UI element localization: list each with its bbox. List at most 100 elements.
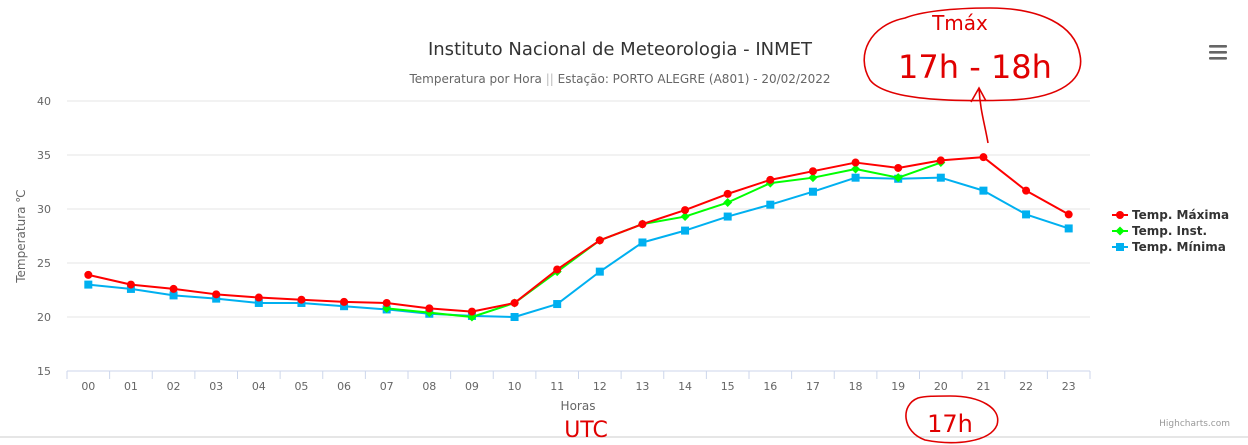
chart-title: Instituto Nacional de Meteorologia - INM… (428, 39, 813, 60)
data-point[interactable] (680, 212, 690, 222)
data-point[interactable] (723, 198, 733, 208)
data-point[interactable] (126, 284, 135, 293)
y-tick-label: 30 (37, 203, 51, 216)
data-point[interactable] (979, 153, 988, 162)
x-tick-label: 03 (209, 380, 223, 393)
legend-marker (1116, 211, 1124, 219)
data-point[interactable] (851, 158, 860, 167)
x-tick-label: 02 (167, 380, 181, 393)
x-tick-label: 20 (934, 380, 948, 393)
x-tick-label: 08 (422, 380, 436, 393)
x-tick-label: 01 (124, 380, 138, 393)
data-point[interactable] (723, 212, 732, 221)
data-point[interactable] (766, 175, 775, 184)
data-point[interactable] (553, 265, 562, 274)
data-point[interactable] (553, 300, 562, 309)
x-tick-label: 18 (849, 380, 863, 393)
data-point[interactable] (723, 189, 732, 198)
x-tick-label: 10 (508, 380, 522, 393)
data-point[interactable] (340, 302, 349, 311)
series-line (386, 161, 942, 318)
data-point[interactable] (297, 295, 306, 304)
data-point[interactable] (808, 187, 817, 196)
data-point[interactable] (894, 163, 903, 172)
data-point[interactable] (254, 293, 263, 302)
data-point[interactable] (936, 173, 945, 182)
tmax-circle (863, 7, 1082, 102)
data-point[interactable] (1064, 210, 1073, 219)
data-point[interactable] (851, 173, 860, 182)
x-tick-label: 06 (337, 380, 351, 393)
series-0 (84, 153, 1073, 316)
x-tick-label: 16 (763, 380, 777, 393)
series-line (88, 156, 1070, 313)
legend[interactable]: Temp. Máxima Temp. Inst. Temp. Mínima (1112, 208, 1229, 254)
subtitle-suffix: Estação: PORTO ALEGRE (A801) - 20/02/202… (554, 72, 831, 86)
data-point[interactable] (212, 290, 221, 299)
credits-link[interactable]: Highcharts.com (1159, 419, 1230, 429)
data-point[interactable] (681, 226, 690, 235)
data-point[interactable] (1064, 224, 1073, 233)
data-point[interactable] (126, 280, 135, 289)
data-point[interactable] (681, 206, 690, 215)
data-point[interactable] (1022, 186, 1031, 195)
data-point[interactable] (595, 236, 604, 245)
data-point[interactable] (638, 238, 647, 247)
data-point[interactable] (510, 298, 519, 307)
hamburger-icon[interactable] (1209, 45, 1227, 60)
data-point[interactable] (169, 291, 178, 300)
series-group (84, 153, 1073, 322)
x-tick-label: 07 (380, 380, 394, 393)
legend-item[interactable]: Temp. Máxima (1112, 208, 1229, 222)
x-tick-label: 05 (294, 380, 308, 393)
data-point[interactable] (254, 298, 263, 307)
data-point[interactable] (169, 284, 178, 293)
legend-marker (1116, 243, 1124, 251)
arrow-icon (970, 86, 989, 144)
data-point[interactable] (382, 298, 391, 307)
series-2 (84, 173, 1073, 321)
x-axis-title: Horas (561, 399, 596, 413)
data-point[interactable] (979, 186, 988, 195)
series-1 (382, 158, 946, 322)
data-point[interactable] (595, 267, 604, 276)
data-point[interactable] (1022, 210, 1031, 219)
data-point[interactable] (425, 304, 434, 313)
x-tick-label: 11 (550, 380, 564, 393)
y-tick-label: 25 (37, 257, 51, 270)
data-point[interactable] (212, 294, 221, 303)
data-point[interactable] (467, 307, 476, 316)
chart-subtitle: Temperatura por Hora || Estação: PORTO A… (408, 72, 830, 86)
x-tick-label: 19 (891, 380, 905, 393)
data-point[interactable] (893, 173, 903, 183)
hour-circle (905, 395, 999, 444)
data-point[interactable] (84, 280, 93, 289)
legend-label: Temp. Inst. (1132, 224, 1207, 238)
series-line (88, 176, 1070, 318)
x-tick-label: 00 (81, 380, 95, 393)
data-point[interactable] (340, 297, 349, 306)
tmax-range-label: 17h - 18h (898, 48, 1052, 86)
legend-marker (1115, 226, 1125, 236)
x-axis-ticks: 00 01 02 03 04 05 06 07 08 09 10 11 12 13 14 15 16 17 18 19… (66, 371, 1091, 393)
legend-item[interactable]: Temp. Inst. (1112, 224, 1207, 238)
y-tick-label: 20 (37, 311, 51, 324)
x-tick-label: 21 (976, 380, 990, 393)
x-tick-label: 15 (721, 380, 735, 393)
data-point[interactable] (808, 167, 817, 176)
y-tick-label: 35 (37, 149, 51, 162)
legend-label: Temp. Máxima (1132, 208, 1229, 222)
y-tick-label: 15 (37, 365, 51, 378)
y-tick-label: 40 (37, 95, 51, 108)
data-point[interactable] (851, 164, 861, 174)
y-axis-ticks: 15 20 25 30 35 40 (37, 95, 51, 378)
data-point[interactable] (510, 313, 519, 321)
tmax-label: Tmáx (931, 11, 988, 35)
data-point[interactable] (638, 220, 647, 229)
data-point[interactable] (808, 173, 818, 183)
x-tick-label: 13 (635, 380, 649, 393)
legend-item[interactable]: Temp. Mínima (1112, 240, 1226, 254)
data-point[interactable] (84, 270, 93, 279)
data-point[interactable] (936, 156, 945, 165)
data-point[interactable] (766, 200, 775, 209)
